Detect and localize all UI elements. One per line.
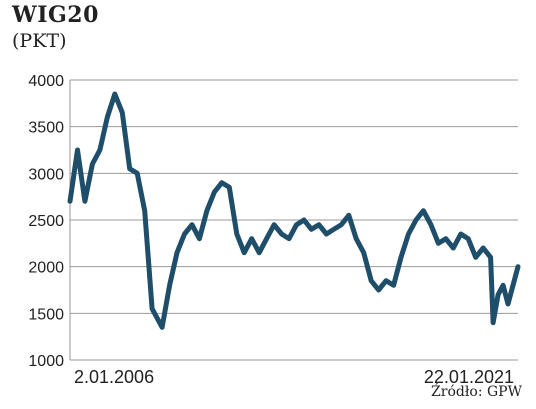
chart-title: WIG20 — [12, 2, 99, 28]
y-tick-label: 3500 — [28, 120, 64, 137]
y-tick-label: 2500 — [28, 213, 64, 230]
y-tick-label: 2000 — [28, 260, 64, 277]
y-tick-label: 1500 — [28, 306, 64, 323]
chart-subtitle: (PKT) — [12, 30, 67, 52]
y-tick-label: 4000 — [28, 73, 64, 90]
y-axis-ticks: 1000 1500 2000 2500 3000 3500 4000 — [28, 73, 64, 370]
y-tick-label: 3000 — [28, 166, 64, 183]
x-end-label: 22.01.2021 — [424, 367, 514, 387]
source-note: Źródło: GPW — [431, 384, 522, 400]
gridlines — [69, 79, 518, 361]
wig20-series-line — [67, 91, 521, 330]
x-start-label: 2.01.2006 — [74, 367, 154, 387]
y-tick-label: 1000 — [28, 353, 64, 370]
